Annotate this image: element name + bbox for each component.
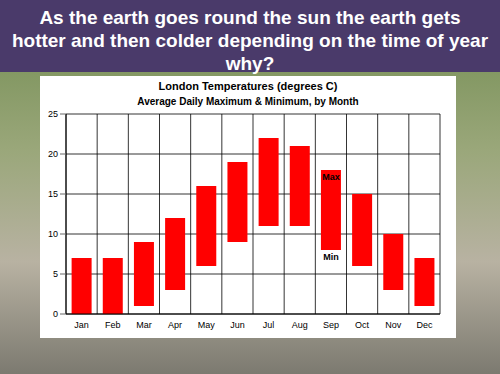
svg-text:Feb: Feb: [105, 320, 121, 330]
svg-text:May: May: [198, 320, 216, 330]
svg-text:Jun: Jun: [230, 320, 245, 330]
svg-text:Jan: Jan: [74, 320, 89, 330]
svg-text:0: 0: [53, 309, 58, 319]
svg-text:Dec: Dec: [416, 320, 433, 330]
svg-text:Mar: Mar: [136, 320, 152, 330]
svg-text:Jul: Jul: [263, 320, 275, 330]
svg-text:20: 20: [48, 149, 58, 159]
svg-text:Nov: Nov: [385, 320, 402, 330]
svg-text:10: 10: [48, 229, 58, 239]
svg-text:15: 15: [48, 189, 58, 199]
html-text:Average Daily Maximum & Minimu: Average Daily Maximum & Minimum, by Mont…: [137, 96, 359, 107]
svg-text:5: 5: [53, 269, 58, 279]
html-text:As the earth goes round the su: As the earth goes round the sun the eart…: [11, 7, 488, 74]
svg-text:25: 25: [48, 109, 58, 119]
svg-text:Min: Min: [323, 252, 339, 262]
svg-text:Sep: Sep: [323, 320, 339, 330]
svg-text:Max: Max: [322, 172, 340, 182]
html-text:London Temperatures (degrees C: London Temperatures (degrees C): [158, 80, 338, 92]
svg-text:Apr: Apr: [168, 320, 182, 330]
svg-text:Oct: Oct: [355, 320, 370, 330]
svg-text:Aug: Aug: [292, 320, 308, 330]
